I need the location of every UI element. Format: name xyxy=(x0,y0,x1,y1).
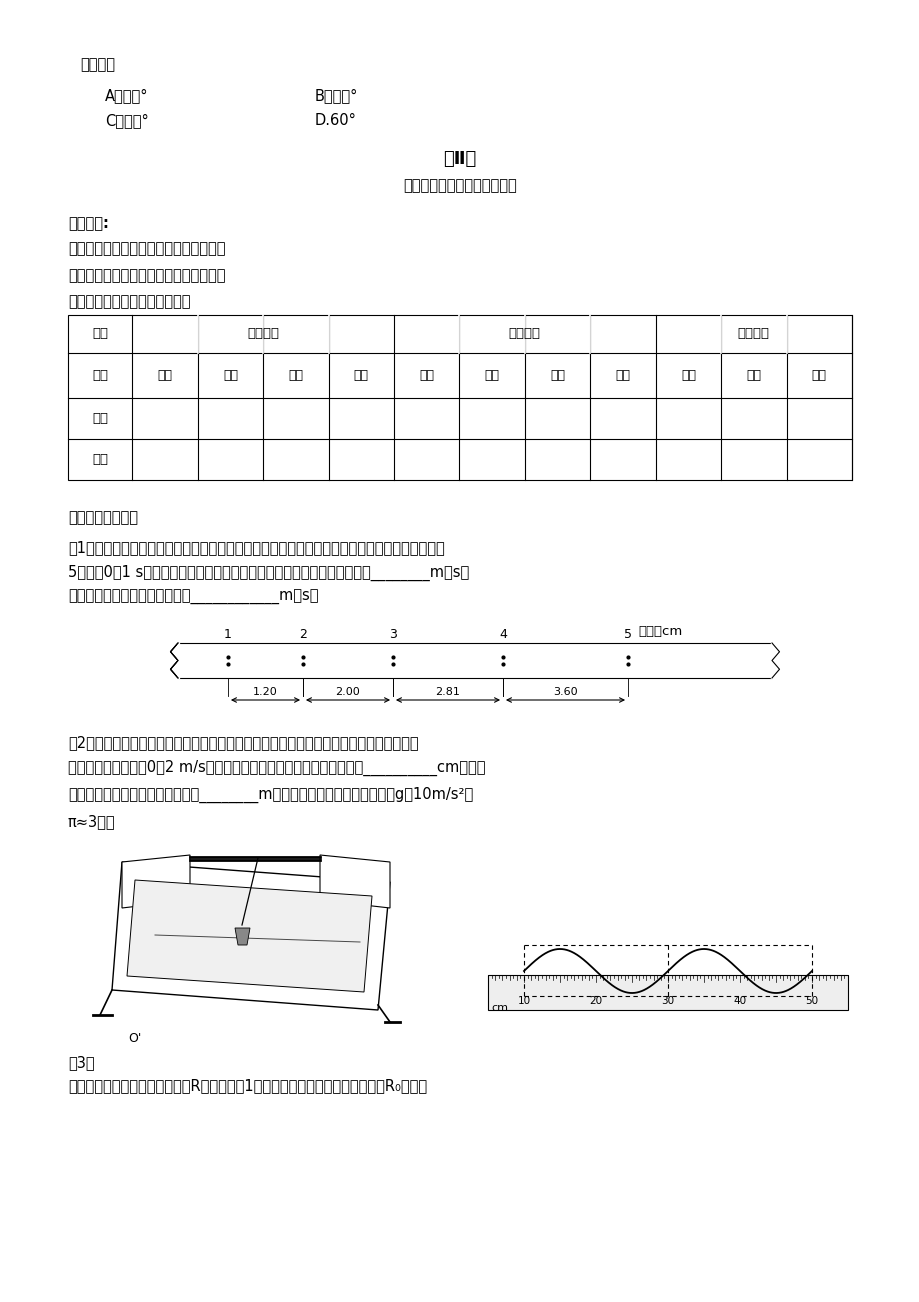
Text: ２５: ２５ xyxy=(419,368,434,381)
Text: A．１５°: A．１５° xyxy=(105,89,148,103)
Text: ２１．（１８分）: ２１．（１８分） xyxy=(68,510,138,525)
Text: 40: 40 xyxy=(732,996,745,1006)
Text: （1）用电磁打点计时器记录一小车作匀变速直线运动的纸带，如图所示。图中１、２、３、４、: （1）用电磁打点计时器记录一小车作匀变速直线运动的纸带，如图所示。图中１、２、３… xyxy=(68,540,444,555)
Text: 30: 30 xyxy=(661,996,674,1006)
Text: 4: 4 xyxy=(498,628,506,641)
Text: 射角应是: 射角应是 xyxy=(80,57,115,72)
Text: ２８: ２８ xyxy=(615,368,630,381)
Text: ２１: ２１ xyxy=(157,368,173,381)
Text: 分数: 分数 xyxy=(92,411,108,424)
Text: ２２: ２２ xyxy=(222,368,238,381)
Text: D.60°: D.60° xyxy=(314,113,357,128)
Text: B．３０°: B．３０° xyxy=(314,89,358,103)
Text: 2.00: 2.00 xyxy=(335,687,360,697)
Text: ２９: ２９ xyxy=(680,368,695,381)
Polygon shape xyxy=(112,862,390,1010)
Text: ３１: ３１ xyxy=(811,368,826,381)
Text: （非选择题　　共１８０分）: （非选择题 共１８０分） xyxy=(403,178,516,193)
Text: 若水平拉板的速率为0．2 m/s，则沙摆振动一个周期，板通过的距离为__________cm。利用: 若水平拉板的速率为0．2 m/s，则沙摆振动一个周期，板通过的距离为______… xyxy=(68,760,485,776)
Text: 电源的输出功率与外电路的电阾R有关，如图1所示是研究它们关系的实验电路。R₀为保护: 电源的输出功率与外电路的电阾R有关，如图1所示是研究它们关系的实验电路。R₀为保… xyxy=(68,1078,426,1092)
Text: 学科: 学科 xyxy=(92,328,108,341)
Text: 1: 1 xyxy=(224,628,232,641)
Text: ２７: ２７ xyxy=(550,368,564,381)
Text: ２６: ２６ xyxy=(484,368,499,381)
Text: 3.60: 3.60 xyxy=(552,687,577,697)
Polygon shape xyxy=(127,880,371,992)
Text: 小车通过计数点２的瞬时速率为____________m／s。: 小车通过计数点２的瞬时速率为____________m／s。 xyxy=(68,590,318,605)
Polygon shape xyxy=(234,928,250,945)
Text: 第Ⅱ卷: 第Ⅱ卷 xyxy=(443,150,476,168)
Text: 50: 50 xyxy=(804,996,818,1006)
Text: 1.20: 1.20 xyxy=(253,687,278,697)
Text: 20: 20 xyxy=(589,996,602,1006)
Text: 总分: 总分 xyxy=(92,453,108,466)
Text: 所给数据可算出此沙摆的摆长约为________m（计算结果保留二位有效数字，g取10m/s²，: 所给数据可算出此沙摆的摆长约为________m（计算结果保留二位有效数字，g取… xyxy=(68,786,472,803)
Text: π≈3）。: π≈3）。 xyxy=(68,814,116,829)
Text: （2）如图所示是演示沙摆振动图像的实验装置和实验结果，沙摆的摆动可看作简谐运动。: （2）如图所示是演示沙摆振动图像的实验装置和实验结果，沙摆的摆动可看作简谐运动。 xyxy=(68,736,418,750)
Bar xyxy=(487,975,847,1010)
Text: 5: 5 xyxy=(623,628,631,641)
Text: 3: 3 xyxy=(389,628,396,641)
Text: ２３: ２３ xyxy=(288,368,303,381)
Text: １．用钙笔或圆珠笔直接答在试题卷中。: １．用钙笔或圆珠笔直接答在试题卷中。 xyxy=(68,241,225,256)
Text: 2.81: 2.81 xyxy=(435,687,460,697)
Text: 2: 2 xyxy=(299,628,307,641)
Text: 10: 10 xyxy=(516,996,530,1006)
Text: 本卷共１１小题，共１８０分。: 本卷共１１小题，共１８０分。 xyxy=(68,294,190,309)
Text: 注意事项:: 注意事项: xyxy=(68,216,108,230)
Text: 物　　理: 物 理 xyxy=(247,328,278,341)
Polygon shape xyxy=(122,855,190,907)
Text: ２４: ２４ xyxy=(354,368,369,381)
Text: 生　　物: 生 物 xyxy=(737,328,769,341)
Text: ３０: ３０ xyxy=(745,368,761,381)
Text: 单位：cm: 单位：cm xyxy=(637,625,682,638)
Bar xyxy=(68,315,851,480)
Text: 5是每隔0．1 s所取的计数点，由实验数据可知，小车运动的加速度大小为________m／s，: 5是每隔0．1 s所取的计数点，由实验数据可知，小车运动的加速度大小为_____… xyxy=(68,565,469,581)
Text: O': O' xyxy=(128,1032,142,1046)
Polygon shape xyxy=(320,855,390,907)
Text: cm: cm xyxy=(491,1003,507,1013)
Text: 题号: 题号 xyxy=(92,368,108,381)
Bar xyxy=(177,643,771,678)
Text: C．４５°: C．４５° xyxy=(105,113,149,128)
Text: ２．答卷前将密封线内的项目填写清楚。: ２．答卷前将密封线内的项目填写清楚。 xyxy=(68,268,225,283)
Text: （3）: （3） xyxy=(68,1055,95,1070)
Text: 化　　学: 化 学 xyxy=(508,328,540,341)
